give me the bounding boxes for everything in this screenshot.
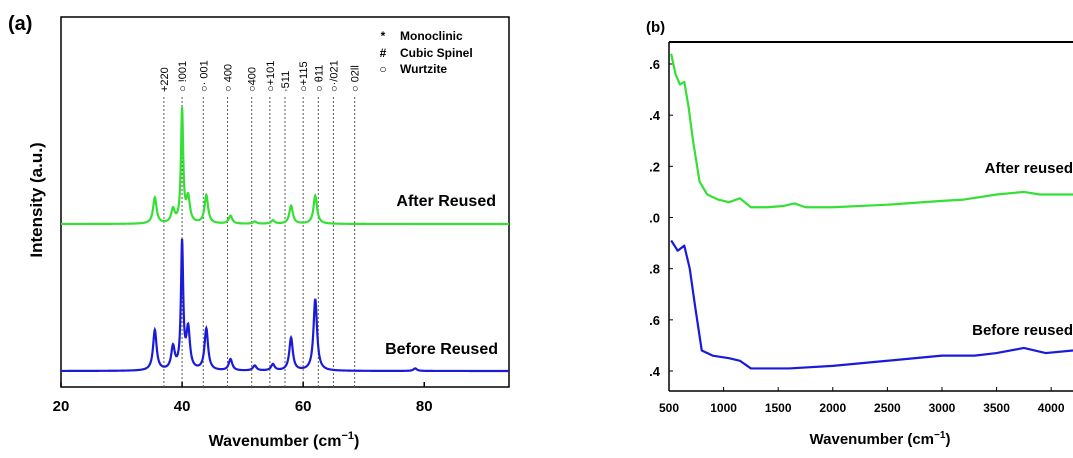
panel-b-series bbox=[670, 53, 1073, 370]
panel-b-label: (b) bbox=[646, 19, 665, 36]
reference-line-label: +220 bbox=[159, 67, 171, 92]
legend-symbol-wurtzite: ○ bbox=[379, 62, 386, 76]
panel-b-x-ticks: 500 1000 1500 2000 2500 3000 3500 4000 bbox=[659, 387, 1065, 415]
reference-line-label: ○ θ11 bbox=[313, 65, 325, 92]
reference-line-label: ○400 bbox=[247, 67, 259, 92]
series-label-after-reused-b: After reused bbox=[985, 160, 1073, 177]
x-tick-label: 20 bbox=[53, 398, 70, 415]
panel-a-reference-lines: +220 ○ !001 ○· 001 ○ 400 ○400 ○+101·511 ○+115 ○… bbox=[159, 60, 362, 387]
series-label-before-reused: Before Reused bbox=[385, 341, 498, 358]
x-tick-label: 500 bbox=[659, 401, 679, 415]
series-line bbox=[61, 107, 509, 226]
series-line bbox=[60, 238, 509, 373]
series-line bbox=[670, 239, 1073, 370]
x-tick-label: 3000 bbox=[929, 401, 956, 415]
y-tick-label: .6 bbox=[649, 313, 660, 328]
reference-line-label: ○ 400 bbox=[222, 64, 234, 92]
x-tick-label: 2000 bbox=[819, 401, 846, 415]
panel-b: (b) .4 .6 .8 .0 .2 .4 .6 500 1000 1500 2000 2500 30… bbox=[646, 19, 1073, 448]
reference-line-label: ○ !001 bbox=[177, 61, 189, 92]
x-tick-label: 4000 bbox=[1038, 401, 1065, 415]
reference-line-label: ○+101 bbox=[265, 61, 277, 92]
panel-a-legend: * Monoclinic # Cubic Spinel ○ Wurtzite bbox=[379, 29, 472, 76]
y-tick-label: .2 bbox=[649, 159, 660, 174]
legend-label-cubic-spinel: Cubic Spinel bbox=[400, 46, 473, 60]
x-tick-label: 80 bbox=[416, 398, 433, 415]
y-tick-label: .0 bbox=[649, 211, 660, 226]
series-label-after-reused: After Reused bbox=[396, 193, 496, 210]
panel-a: (a) +220 ○ !001 ○· 001 ○ 400 ○400 ○+101·511 ○+… bbox=[8, 13, 510, 450]
legend-label-monoclinic: Monoclinic bbox=[400, 29, 463, 43]
x-tick-label: 1000 bbox=[710, 401, 737, 415]
reference-line-label: ○ 02ll bbox=[350, 65, 362, 92]
x-tick-label: 1500 bbox=[765, 401, 792, 415]
x-tick-label: 3500 bbox=[983, 401, 1010, 415]
panel-a-series bbox=[60, 107, 509, 373]
panel-a-x-axis-label: Wavenumber (cm−1) bbox=[209, 430, 360, 450]
panel-b-y-ticks: .4 .6 .8 .0 .2 .4 .6 bbox=[649, 57, 673, 379]
y-tick-label: .8 bbox=[649, 262, 660, 277]
legend-symbol-cubic-spinel: # bbox=[380, 46, 387, 60]
y-tick-label: .6 bbox=[649, 57, 660, 72]
reference-line-label: ○·/021 bbox=[328, 60, 340, 92]
y-tick-label: .4 bbox=[649, 364, 661, 379]
legend-label-wurtzite: Wurtzite bbox=[400, 62, 447, 76]
panel-a-x-ticks: 20 40 60 80 bbox=[53, 382, 433, 415]
panel-a-label: (a) bbox=[8, 13, 32, 35]
panel-b-x-axis-label: Wavenumber (cm−1) bbox=[810, 430, 951, 448]
series-label-before-reused-b: Before reused bbox=[972, 322, 1073, 339]
x-tick-label: 60 bbox=[295, 398, 312, 415]
x-tick-label: 40 bbox=[174, 398, 191, 415]
panel-a-y-axis-label: Intensity (a.u.) bbox=[27, 142, 46, 257]
reference-line-label: ·511 bbox=[280, 71, 292, 92]
legend-symbol-monoclinic: * bbox=[381, 29, 386, 43]
y-tick-label: .4 bbox=[649, 108, 661, 123]
reference-line-label: ○+115 bbox=[298, 61, 310, 92]
reference-line-label: ○· 001 bbox=[198, 60, 210, 92]
x-tick-label: 2500 bbox=[874, 401, 901, 415]
series-line bbox=[670, 53, 1073, 209]
